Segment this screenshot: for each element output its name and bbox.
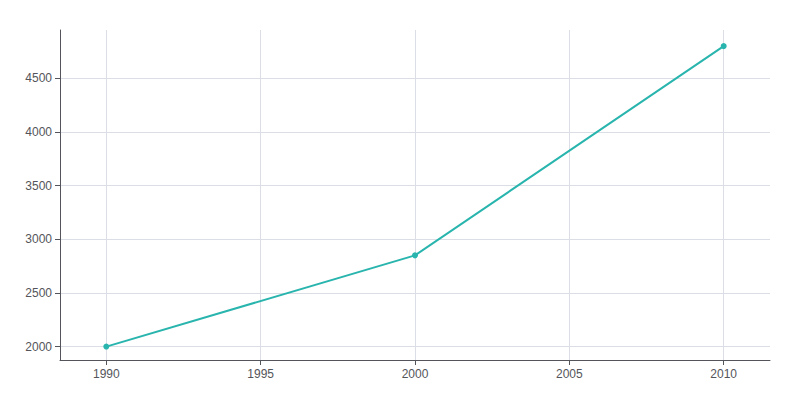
svg-text:4500: 4500 (25, 71, 52, 85)
svg-text:1990: 1990 (93, 367, 120, 381)
svg-text:4000: 4000 (25, 125, 52, 139)
svg-text:3000: 3000 (25, 232, 52, 246)
svg-text:1995: 1995 (247, 367, 274, 381)
svg-text:3500: 3500 (25, 179, 52, 193)
svg-text:2000: 2000 (402, 367, 429, 381)
svg-text:2005: 2005 (556, 367, 583, 381)
svg-text:2000: 2000 (25, 340, 52, 354)
svg-text:2010: 2010 (710, 367, 737, 381)
svg-text:2500: 2500 (25, 286, 52, 300)
